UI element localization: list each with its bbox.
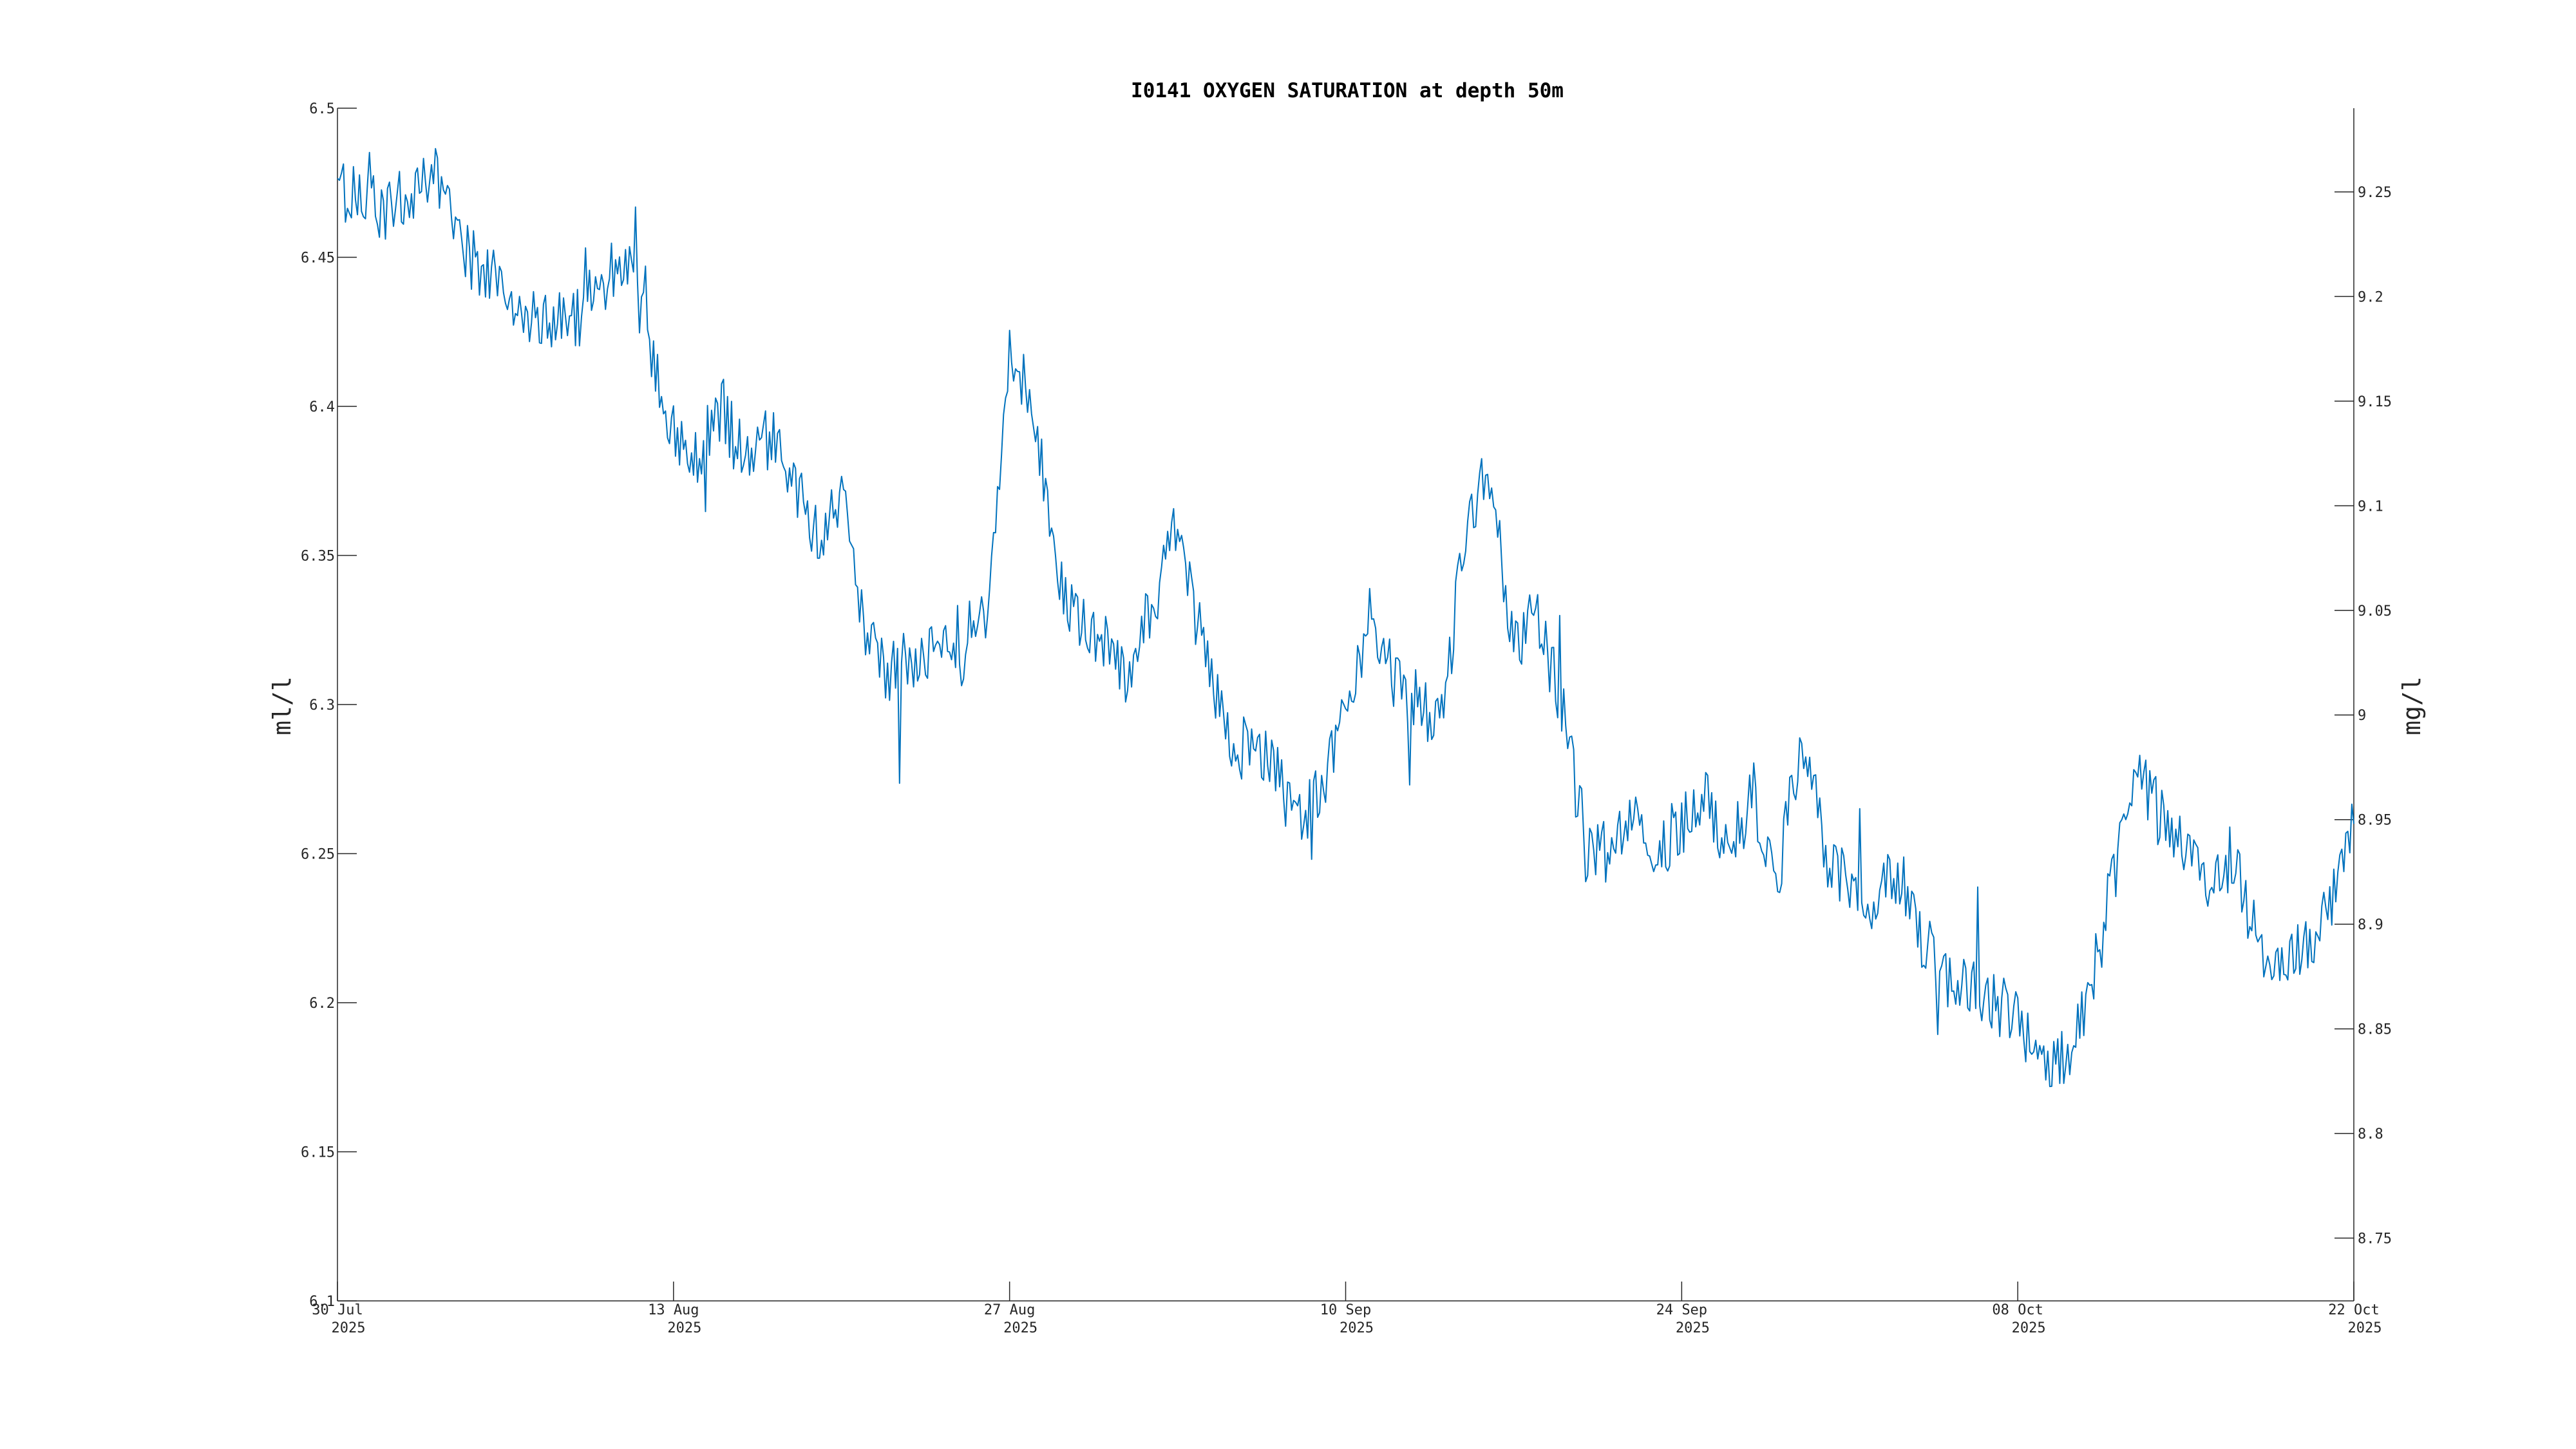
x-tick-year-label: 2025 bbox=[1676, 1320, 1710, 1336]
y-tick-label-right: 8.9 bbox=[2358, 917, 2383, 933]
x-tick-year-label: 2025 bbox=[2348, 1320, 2382, 1336]
x-tick-label: 13 Aug bbox=[648, 1302, 699, 1318]
y-tick-label-right: 8.85 bbox=[2358, 1022, 2392, 1038]
y-axis-label-right: mg/l bbox=[2398, 676, 2426, 735]
x-tick-year-label: 2025 bbox=[1003, 1320, 1037, 1336]
y-tick-label-left: 6.25 bbox=[301, 847, 335, 863]
y-tick-label-left: 6.15 bbox=[301, 1145, 335, 1161]
x-tick-label: 10 Sep bbox=[1320, 1302, 1371, 1318]
axes bbox=[337, 108, 2354, 1302]
y-tick-label-right: 9.15 bbox=[2358, 394, 2392, 410]
x-tick-year-label: 2025 bbox=[1340, 1320, 1374, 1336]
y-tick-label-right: 8.95 bbox=[2358, 813, 2392, 829]
x-tick-label: 08 Oct bbox=[1992, 1302, 2043, 1318]
x-tick-label: 30 Jul bbox=[312, 1302, 363, 1318]
y-tick-label-right: 8.8 bbox=[2358, 1126, 2383, 1142]
x-ticks: 30 Jul 2025 13 Aug 2025 27 Aug 2025 10 Sep 2025… bbox=[312, 1282, 2382, 1336]
y-ticks-left: 6.1 6.15 6.2 6.25 6.3 6.35 6.4 6.45 6.5 bbox=[301, 101, 357, 1310]
y-tick-label-right: 9.1 bbox=[2358, 498, 2383, 515]
y-ticks-right: 8.75 8.8 8.85 8.9 8.95 9 9.05 9.1 9.15 9.2 9.25 bbox=[2334, 185, 2392, 1247]
y-tick-label-left: 6.5 bbox=[309, 101, 335, 117]
y-tick-label-left: 6.3 bbox=[309, 697, 335, 714]
y-tick-label-left: 6.45 bbox=[301, 251, 335, 267]
x-tick-label: 27 Aug bbox=[984, 1302, 1035, 1318]
y-tick-label-right: 9 bbox=[2358, 708, 2366, 724]
y-axis-label-left: ml/l bbox=[268, 676, 296, 735]
y-tick-label-left: 6.1 bbox=[309, 1294, 335, 1310]
x-tick-label: 22 Oct bbox=[2328, 1302, 2379, 1318]
x-tick-label: 24 Sep bbox=[1656, 1302, 1707, 1318]
x-tick-year-label: 2025 bbox=[2012, 1320, 2046, 1336]
y-tick-label-left: 6.4 bbox=[309, 399, 335, 415]
y-tick-label-left: 6.35 bbox=[301, 549, 335, 565]
x-tick-year-label: 2025 bbox=[332, 1320, 366, 1336]
y-tick-label-right: 9.2 bbox=[2358, 289, 2383, 305]
y-tick-label-left: 6.2 bbox=[309, 996, 335, 1012]
y-tick-label-right: 9.05 bbox=[2358, 603, 2392, 620]
chart-title: I0141 OXYGEN SATURATION at depth 50m bbox=[1131, 79, 1564, 102]
y-tick-label-right: 9.25 bbox=[2358, 185, 2392, 201]
series-layer bbox=[337, 147, 2354, 1088]
y-tick-label-right: 8.75 bbox=[2358, 1231, 2392, 1247]
x-tick-year-label: 2025 bbox=[667, 1320, 701, 1336]
series-line bbox=[337, 147, 2354, 1088]
